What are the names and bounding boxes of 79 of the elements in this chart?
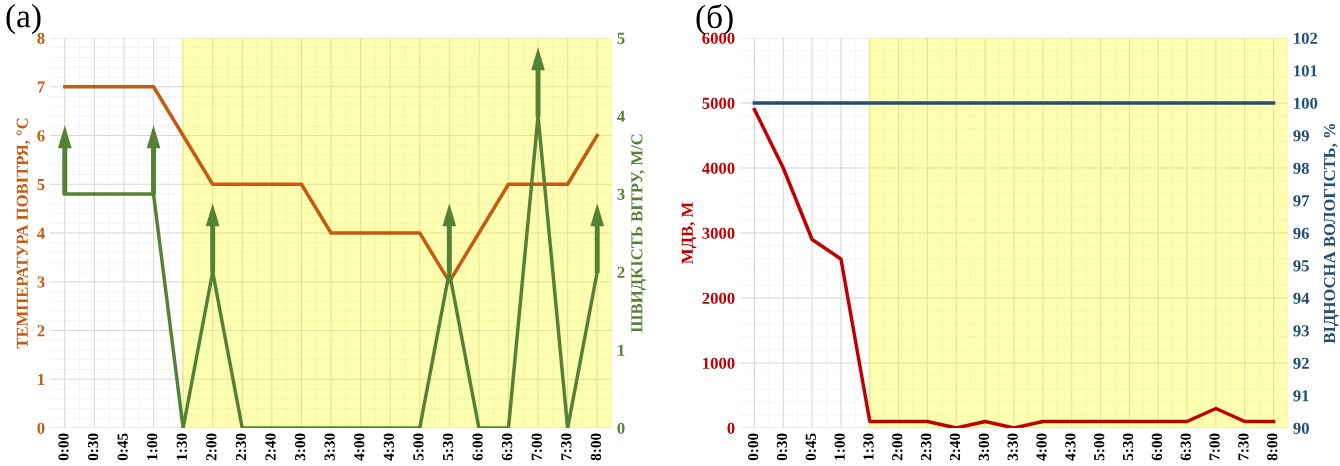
x-tick-label: 7:00 — [531, 433, 542, 460]
y2-tick-label: 93 — [1293, 325, 1309, 337]
y-tick-label: 8 — [37, 32, 45, 44]
x-tick-label: 2:30 — [920, 433, 932, 461]
y2-tick-label: 96 — [1293, 227, 1310, 239]
x-tick-label: 1:30 — [176, 433, 187, 460]
x-tick-label: 6:30 — [501, 433, 513, 461]
y2-tick-label: 97 — [1293, 195, 1310, 207]
y-tick-label: 0 — [37, 422, 45, 434]
y-tick-label: 1 — [38, 374, 45, 386]
y2-tick-label: 3 — [617, 188, 625, 200]
x-tick-label: 1:30 — [863, 433, 874, 460]
x-tick-label: 6:00 — [472, 433, 483, 461]
x-tick-label: 8:00 — [590, 433, 602, 461]
line-series — [63, 85, 599, 284]
x-tick-label: 7:00 — [1209, 433, 1220, 460]
y2-tick-label: 4 — [617, 110, 625, 122]
x-tick-label: 3:00 — [294, 433, 306, 461]
y2-tick-label: 92 — [1293, 357, 1309, 369]
x-tick-label: 4:00 — [1036, 433, 1047, 461]
x-tick-label: 3:30 — [1007, 433, 1018, 461]
x-tick-label: 5:00 — [413, 433, 424, 461]
x-tick-label: 1:00 — [147, 433, 158, 460]
x-tick-label: 7:30 — [561, 433, 572, 460]
x-tick-label: 5:00 — [1094, 433, 1105, 461]
y-tick-label: 3 — [37, 276, 45, 288]
y2-tick-label: 100 — [1294, 97, 1318, 109]
y-tick-label: 4 — [37, 227, 45, 239]
x-tick-label: 8:00 — [1267, 433, 1278, 461]
y2-tick-label: 5 — [617, 32, 625, 44]
x-tick-label: 5:30 — [1122, 433, 1134, 461]
y-tick-label: 1000 — [703, 357, 735, 369]
x-tick-label: 0:00 — [58, 433, 69, 461]
x-tick-label: 6:00 — [1151, 433, 1163, 461]
y2-tick-label: 1 — [618, 344, 625, 356]
x-tick-label: 4:00 — [354, 433, 365, 461]
y-tick-label: 5000 — [702, 97, 735, 109]
x-tick-label: 5:30 — [442, 433, 454, 461]
y-tick-label: 6 — [37, 130, 45, 142]
x-tick-label: 2:40 — [265, 433, 276, 461]
y2-tick-label: 102 — [1294, 32, 1318, 44]
x-tick-label: 2:30 — [235, 433, 247, 461]
y2-tick-label: 99 — [1293, 130, 1309, 142]
x-tick-label: 3:30 — [324, 433, 335, 461]
x-tick-label: 3:00 — [978, 433, 990, 461]
x-tick-label: 0:30 — [776, 433, 788, 461]
x-tick-label: 4:30 — [1065, 433, 1076, 461]
y2-tick-label: 91 — [1293, 390, 1309, 402]
y-tick-label: 3000 — [702, 227, 735, 239]
x-tick-label: 7:30 — [1238, 433, 1249, 460]
x-tick-label: 2:40 — [949, 433, 961, 461]
y2-axis-title: ВІДНОСНА ВОЛОГІСТЬ, % — [1323, 123, 1339, 344]
y-axis-title: ТЕМПЕРАТУРА ПОВІТРЯ, °С — [16, 118, 31, 349]
x-tick-label: 0:30 — [87, 433, 99, 461]
chart-title: (а) — [6, 4, 41, 35]
x-tick-label: 1:00 — [834, 433, 845, 460]
y2-tick-label: 98 — [1293, 162, 1309, 174]
y-tick-label: 4000 — [702, 162, 735, 174]
x-tick-label: 2:00 — [206, 433, 217, 461]
y2-tick-label: 2 — [617, 266, 625, 278]
y2-tick-label: 90 — [1293, 422, 1309, 434]
y2-tick-label: 94 — [1293, 292, 1310, 304]
x-tick-label: 4:30 — [383, 433, 395, 461]
y-axis-title: МДВ, М — [681, 202, 697, 264]
x-tick-label: 0:00 — [747, 433, 759, 461]
x-tick-label: 6:30 — [1180, 433, 1191, 461]
x-tick-label: 0:45 — [805, 433, 816, 461]
y2-tick-label: 95 — [1293, 260, 1309, 272]
x-tick-label: 2:00 — [892, 433, 903, 461]
y-tick-label: 2 — [37, 325, 45, 337]
y-tick-label: 5 — [37, 179, 45, 191]
y-tick-label: 7 — [37, 81, 45, 93]
line-series — [752, 107, 1276, 428]
y-tick-label: 2000 — [702, 292, 735, 304]
y-tick-label: 0 — [727, 422, 735, 434]
y2-tick-label: 101 — [1294, 65, 1317, 77]
x-tick-label: 0:45 — [117, 433, 128, 461]
y2-tick-label: 0 — [617, 422, 625, 434]
y2-axis-title: ШВИДКІСТЬ ВІТРУ, М/С — [631, 134, 646, 333]
